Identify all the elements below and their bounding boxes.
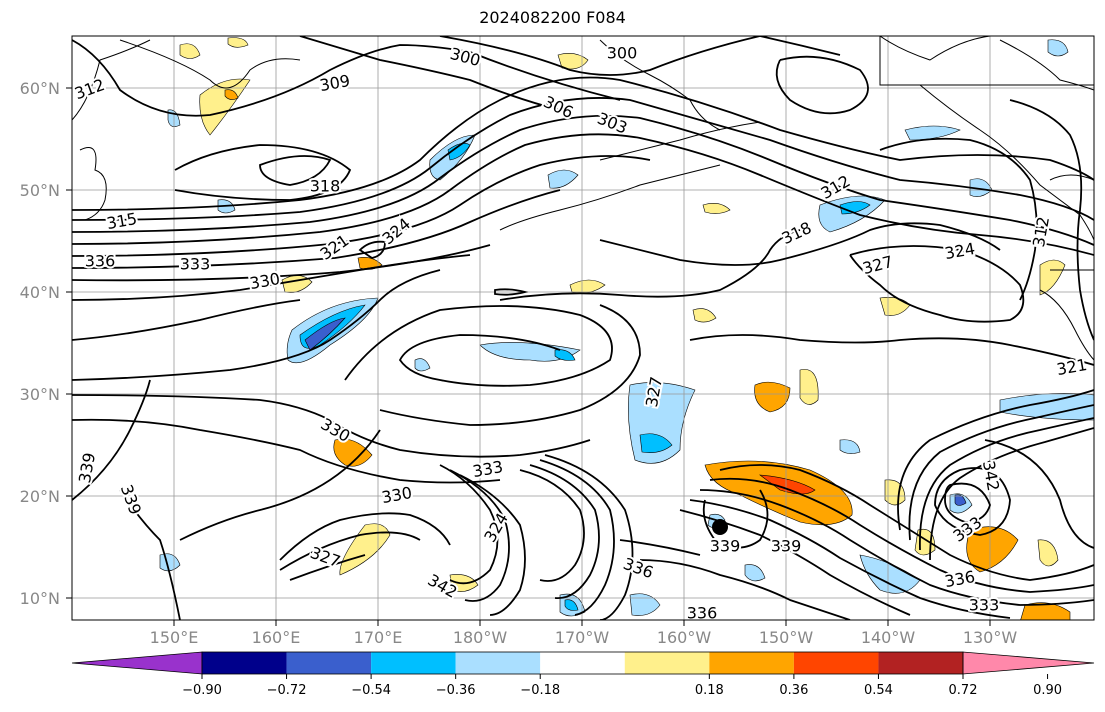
- contour-label: 336: [85, 252, 116, 271]
- colorbar-label: −0.54: [351, 683, 391, 698]
- colorbar-label: −0.90: [182, 683, 222, 698]
- lon-label: 180°W: [453, 628, 508, 647]
- lon-label: 150°E: [150, 628, 199, 647]
- colorbar-segment: [202, 652, 287, 674]
- longitude-labels: 150°E 160°E 170°E 180°W 170°W 160°W 150°…: [150, 628, 1018, 647]
- coastlines: [72, 36, 1094, 361]
- colorbar-segment: [540, 652, 625, 674]
- contour-label: 333: [180, 255, 211, 274]
- colorbar-label: 0.18: [695, 683, 724, 698]
- colorbar-label: 0.54: [864, 683, 893, 698]
- colorbar-segment: [286, 652, 372, 674]
- lat-label: 30°N: [20, 385, 60, 404]
- lon-label: 150°W: [759, 628, 814, 647]
- lat-label: 10°N: [20, 589, 60, 608]
- colorbar-label: 0.72: [949, 683, 978, 698]
- map-title: 2024082200 F084: [479, 8, 626, 27]
- lat-label: 40°N: [20, 283, 60, 302]
- colorbar-segment: [793, 652, 879, 674]
- colorbar-segment: [71, 651, 203, 675]
- contour-label: 333: [969, 596, 1000, 615]
- colorbar-segment: [962, 651, 1095, 675]
- lon-label: 170°E: [354, 628, 403, 647]
- colorbar-label: 0.90: [1033, 683, 1062, 698]
- colorbar-label: −0.72: [267, 683, 307, 698]
- contour-label: 342: [979, 459, 1003, 492]
- colorbar-segment: [878, 652, 963, 674]
- plot-frame: [71, 35, 1095, 621]
- contour-label: 339: [771, 537, 802, 556]
- colorbar-segment: [709, 652, 794, 674]
- tick-marks: [66, 87, 991, 626]
- colorbar-label: −0.36: [436, 683, 476, 698]
- colorbar-frame: [201, 651, 964, 675]
- contour-label: 339: [710, 537, 741, 556]
- contour-label: 318: [310, 177, 341, 196]
- negative-shading: [159, 39, 1094, 617]
- lat-label: 50°N: [20, 181, 60, 200]
- lon-label: 140°W: [861, 628, 916, 647]
- lon-label: 170°W: [555, 628, 610, 647]
- lon-label: 160°W: [657, 628, 712, 647]
- colorbar-segment: [455, 652, 541, 674]
- colorbar-label: 0.36: [779, 683, 808, 698]
- colorbar-segment: [624, 652, 710, 674]
- colorbar-segment: [371, 652, 456, 674]
- colorbar-label: −0.18: [520, 683, 560, 698]
- theta-contours: [72, 36, 1094, 620]
- lat-label: 60°N: [20, 79, 60, 98]
- colorbar: −0.90 −0.72 −0.54 −0.36 −0.18 0.18 0.36 0.54 0.7…: [71, 651, 1095, 698]
- latitude-labels: 60°N 50°N 40°N 30°N 20°N 10°N: [20, 79, 60, 608]
- lon-label: 160°E: [252, 628, 301, 647]
- lat-label: 20°N: [20, 487, 60, 506]
- lon-label: 130°W: [963, 628, 1018, 647]
- lat-lon-gridlines: [72, 36, 1094, 620]
- contour-label: 336: [687, 604, 718, 623]
- contour-label: 300: [607, 44, 638, 63]
- storm-position-marker: [712, 519, 728, 535]
